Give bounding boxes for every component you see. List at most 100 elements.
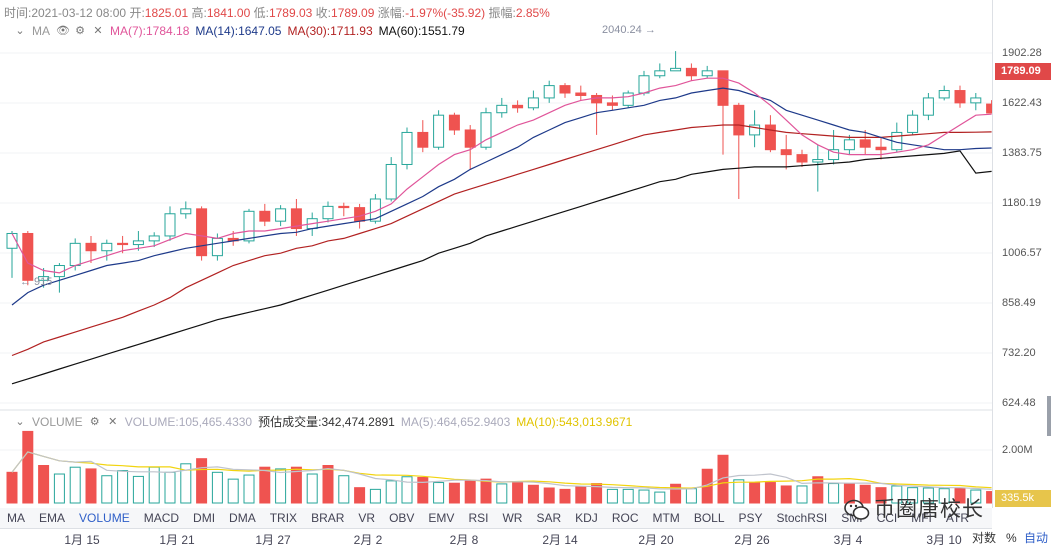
candle-body xyxy=(986,103,992,114)
volume-bar xyxy=(685,488,697,504)
close-value: 1789.09 xyxy=(331,6,375,20)
indicator-tab-volume[interactable]: VOLUME xyxy=(79,511,130,525)
eye-icon[interactable]: 👁 xyxy=(56,25,70,37)
candle-body xyxy=(354,207,366,222)
candle-body xyxy=(433,114,445,148)
volume-bar xyxy=(780,485,792,504)
candle-body xyxy=(369,198,381,222)
candle-body xyxy=(638,75,650,94)
candle-body xyxy=(322,205,334,220)
volume-bar xyxy=(717,454,729,504)
volume-bar xyxy=(875,487,887,504)
auto-scale-toggle[interactable]: 自动 xyxy=(1024,531,1049,545)
candle-body xyxy=(290,208,302,230)
candle-body xyxy=(606,102,618,106)
date-axis[interactable]: 1月 15 1月 21 1月 27 2月 2 2月 8 2月 14 2月 20 … xyxy=(0,528,992,547)
indicator-tab-brar[interactable]: BRAR xyxy=(311,511,345,525)
indicator-tab-sar[interactable]: SAR xyxy=(536,511,562,525)
candle-body xyxy=(211,237,223,257)
volume-bar xyxy=(227,478,239,504)
candle-body xyxy=(575,92,587,96)
log-scale-toggle[interactable]: 对数 xyxy=(972,531,997,545)
indicator-tab-macd[interactable]: MACD xyxy=(143,511,180,525)
candle-body xyxy=(780,149,792,156)
indicator-tab-mtm[interactable]: MTM xyxy=(652,511,680,525)
percent-scale-toggle[interactable]: % xyxy=(1006,531,1017,545)
volume-bar xyxy=(638,489,650,504)
close-icon[interactable]: ✕ xyxy=(108,415,118,428)
candle-body xyxy=(448,114,460,131)
settings-icon[interactable]: ⚙ xyxy=(89,415,100,428)
volume-bar xyxy=(338,475,350,504)
indicator-tab-boll[interactable]: BOLL xyxy=(693,511,725,525)
indicator-tab-cci[interactable]: CCI xyxy=(876,511,898,525)
ma7-line xyxy=(11,77,992,274)
price-axis[interactable]: 1902.28 1622.43 1383.75 1180.19 1006.57 … xyxy=(992,0,1051,508)
price-tick: 1622.43 xyxy=(1002,97,1042,109)
candle-body xyxy=(22,232,34,281)
volume-value: VOLUME:105,465.4330 xyxy=(124,414,253,429)
collapse-chevron-icon[interactable]: ⌄ xyxy=(15,25,25,37)
close-icon[interactable]: ✕ xyxy=(93,25,103,37)
volume-bar xyxy=(259,466,271,504)
indicator-tabs: MA EMA VOLUME MACD DMI DMA TRIX BRAR VR OBV EMV RSI… xyxy=(0,508,992,528)
volume-bar xyxy=(132,475,144,504)
volume-bar xyxy=(322,465,334,504)
open-label: 开: xyxy=(129,6,145,20)
volume-bar xyxy=(53,473,65,504)
collapse-chevron-icon[interactable]: ⌄ xyxy=(15,415,25,428)
indicator-tab-obv[interactable]: OBV xyxy=(389,511,415,525)
candle-body xyxy=(733,104,745,136)
volume-bar xyxy=(275,468,287,504)
candle-body xyxy=(69,242,81,267)
candle-body xyxy=(196,208,208,257)
indicator-tab-psy[interactable]: PSY xyxy=(738,511,763,525)
indicator-tab-ma[interactable]: MA xyxy=(7,511,25,525)
volume-bar xyxy=(496,483,508,504)
indicator-tab-ema[interactable]: EMA xyxy=(39,511,66,525)
indicator-tab-dma[interactable]: DMA xyxy=(229,511,256,525)
volume-bar xyxy=(670,483,682,504)
price-tick: 1383.75 xyxy=(1002,147,1042,159)
ma30-line xyxy=(11,124,992,357)
volume-bar xyxy=(512,481,524,504)
indicator-tab-stochrsi[interactable]: StochRSI xyxy=(776,511,828,525)
volume-bar xyxy=(891,485,903,504)
candle-body xyxy=(828,149,840,161)
axis-scroll-handle[interactable] xyxy=(1047,396,1051,436)
indicator-tab-mfi[interactable]: MFI xyxy=(911,511,932,525)
candle-body xyxy=(38,276,50,281)
candle-body xyxy=(922,97,934,116)
indicator-tab-vr[interactable]: VR xyxy=(358,511,376,525)
candle-body xyxy=(859,139,871,148)
date-tick: 1月 15 xyxy=(64,533,100,547)
volume-bar xyxy=(290,466,302,504)
price-tick: 1006.57 xyxy=(1002,247,1042,259)
volume-bar xyxy=(22,430,34,504)
candle-body xyxy=(464,129,476,148)
indicator-tab-emv[interactable]: EMV xyxy=(428,511,455,525)
indicator-tab-wr[interactable]: WR xyxy=(502,511,523,525)
candle-body xyxy=(338,205,350,209)
indicator-tab-trix[interactable]: TRIX xyxy=(269,511,298,525)
settings-icon[interactable]: ⚙ xyxy=(75,25,85,37)
indicator-tab-dmi[interactable]: DMI xyxy=(193,511,216,525)
indicator-tab-roc[interactable]: ROC xyxy=(611,511,639,525)
volume-ma5-line xyxy=(11,451,992,490)
indicator-tab-kdj[interactable]: KDJ xyxy=(575,511,598,525)
date-tick: 1月 21 xyxy=(159,533,195,547)
candle-body xyxy=(622,92,634,106)
indicator-tab-rsi[interactable]: RSI xyxy=(468,511,489,525)
open-value: 1825.01 xyxy=(144,6,189,20)
volume-bar xyxy=(606,488,618,504)
date-tick: 1月 27 xyxy=(255,533,291,547)
volume-bar xyxy=(69,466,81,504)
ma60-value: MA(60):1551.79 xyxy=(378,24,465,38)
candle-body xyxy=(938,90,950,99)
candle-body xyxy=(701,70,713,77)
candle-body xyxy=(243,210,255,242)
volume-bar xyxy=(559,488,571,504)
ma60-line xyxy=(11,150,992,385)
indicator-tab-atr[interactable]: ATR xyxy=(945,511,970,525)
kline-chart-canvas[interactable] xyxy=(0,0,992,528)
